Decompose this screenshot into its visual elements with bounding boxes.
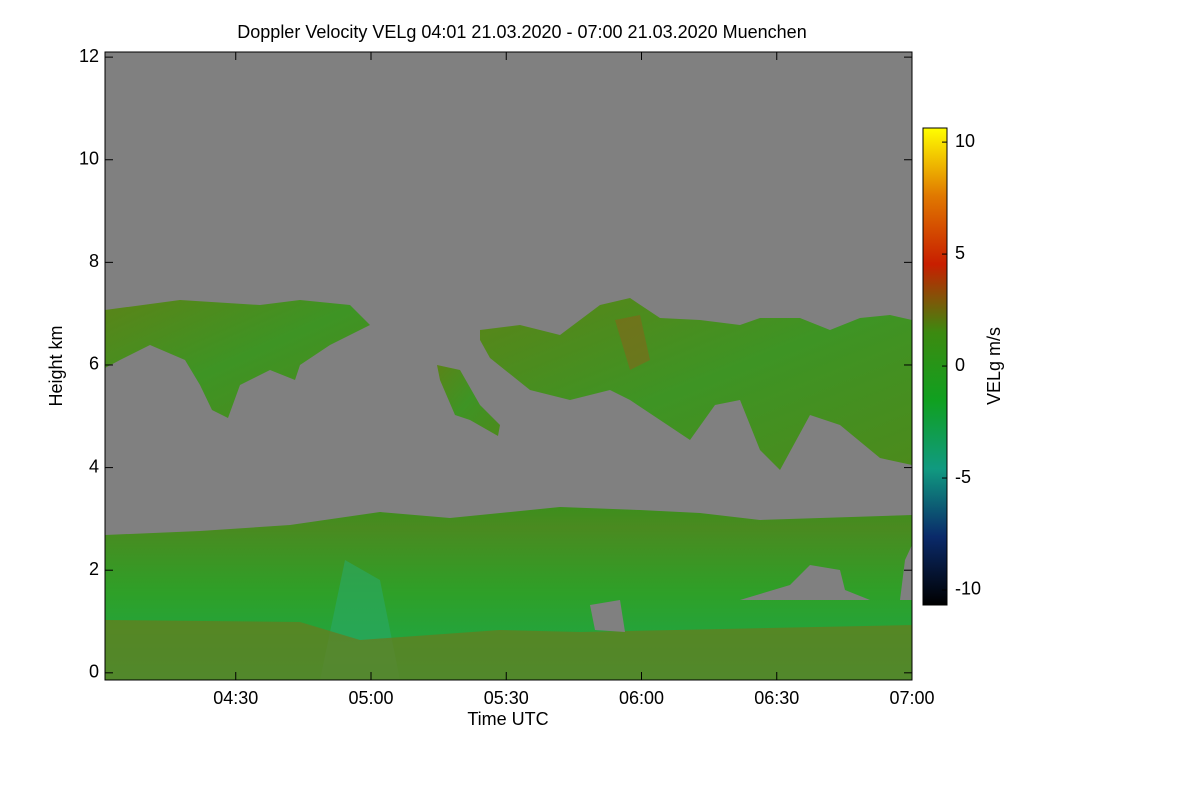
- x-tick-label: 05:30: [484, 688, 529, 708]
- colorbar-label: VELg m/s: [984, 327, 1004, 405]
- colorbar-tick-label: -5: [955, 467, 971, 487]
- colorbar-tick-label: -10: [955, 579, 981, 599]
- y-tick-label: 6: [89, 354, 99, 374]
- colorbar-tick-label: 5: [955, 243, 965, 263]
- x-tick-label: 05:00: [348, 688, 393, 708]
- chart-title: Doppler Velocity VELg 04:01 21.03.2020 -…: [237, 22, 806, 42]
- y-tick-label: 0: [89, 662, 99, 682]
- colorbar-tick-label: 0: [955, 355, 965, 375]
- x-tick-label: 04:30: [213, 688, 258, 708]
- y-tick-label: 10: [79, 148, 99, 168]
- y-tick-label: 4: [89, 456, 99, 476]
- y-axis-label: Height km: [46, 325, 66, 406]
- y-tick-label: 8: [89, 251, 99, 271]
- y-tick-label: 12: [79, 46, 99, 66]
- y-tick-label: 2: [89, 559, 99, 579]
- x-tick-label: 06:30: [754, 688, 799, 708]
- plot-frame: [104, 51, 913, 681]
- x-tick-label: 06:00: [619, 688, 664, 708]
- velocity-field: [105, 52, 912, 680]
- colorbar-tick-label: 10: [955, 131, 975, 151]
- x-tick-label: 07:00: [889, 688, 934, 708]
- x-axis-label: Time UTC: [467, 709, 548, 729]
